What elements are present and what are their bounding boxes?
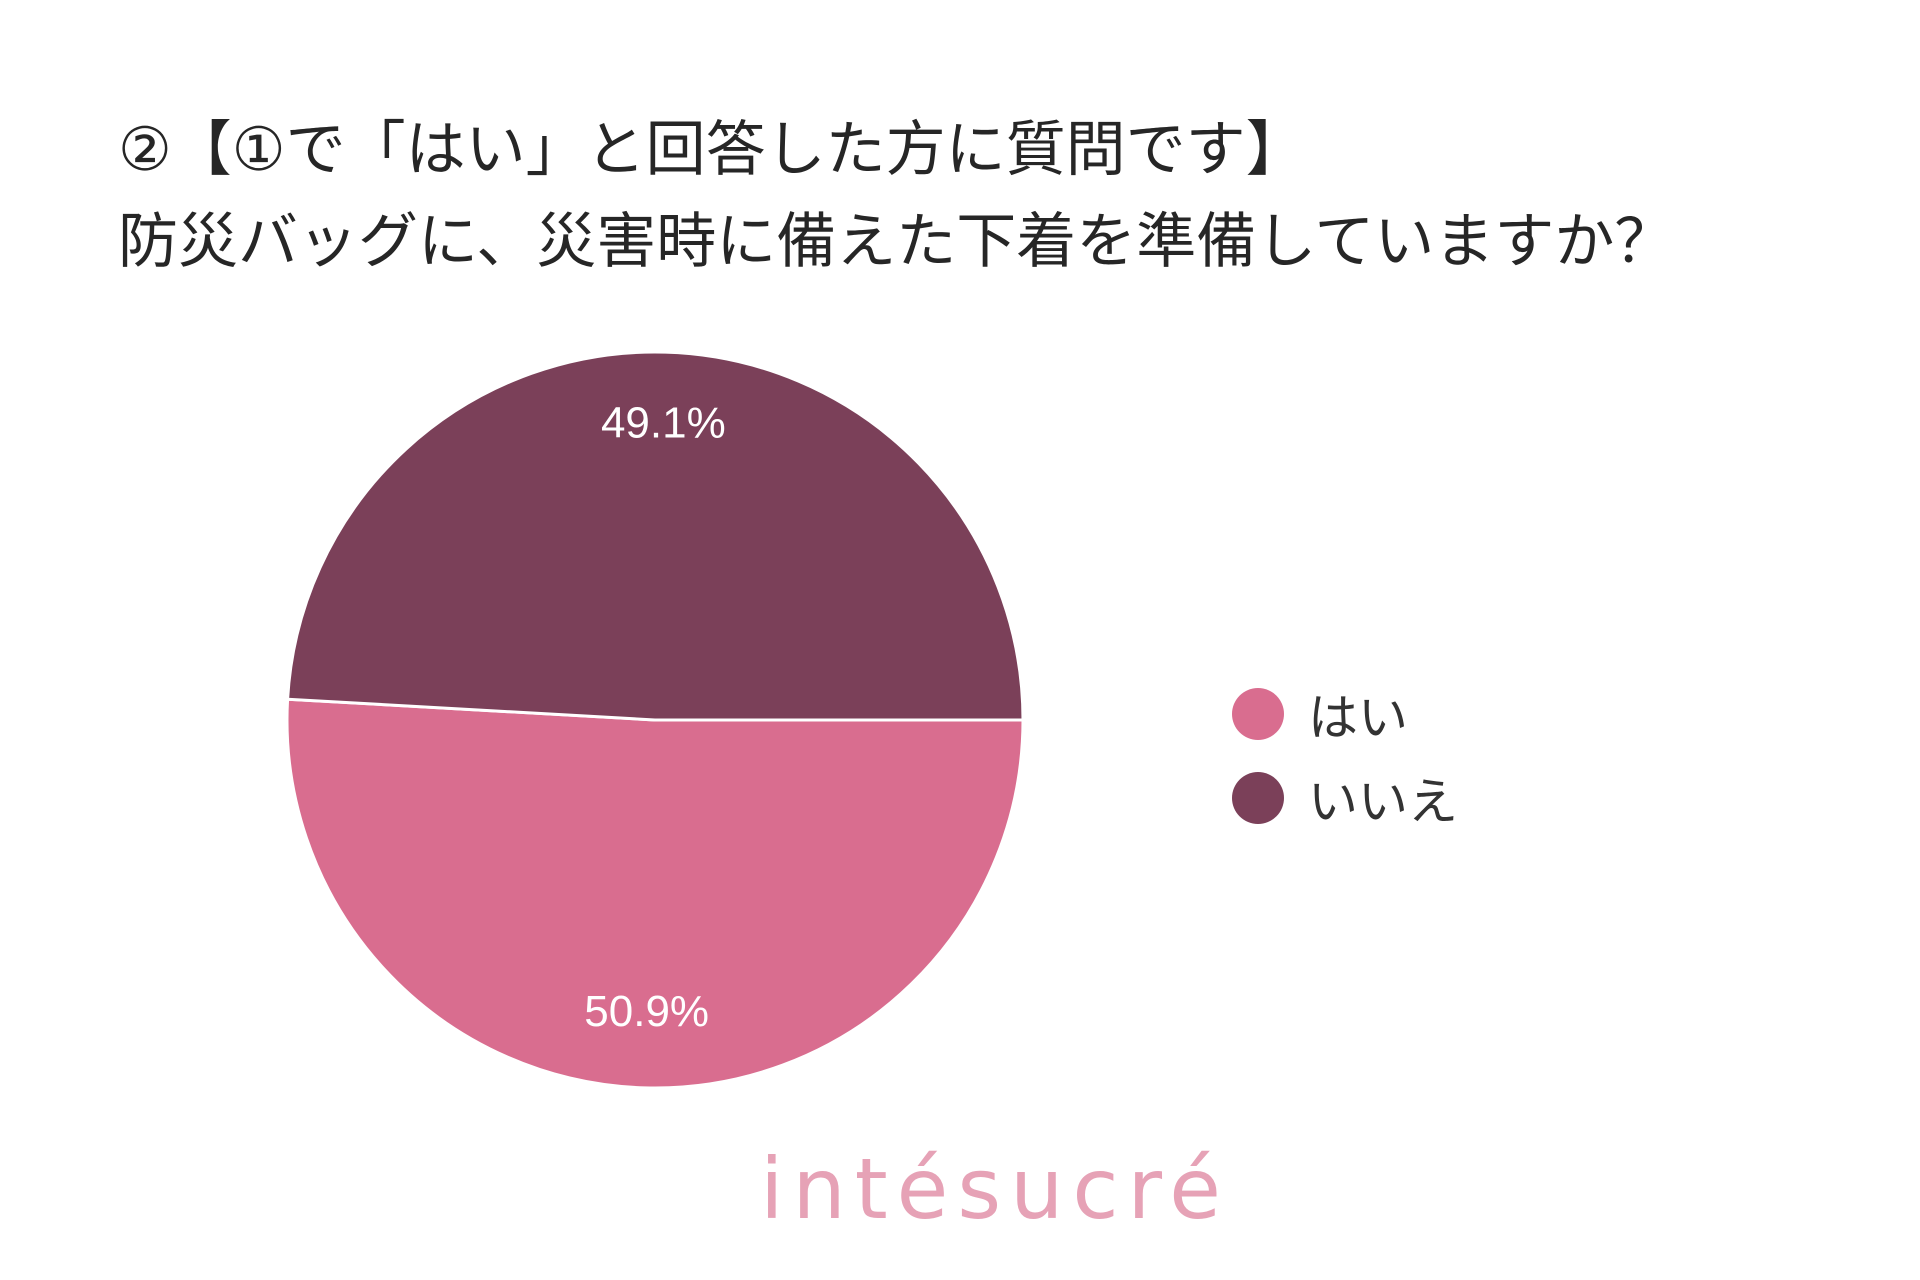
pie-slice-no [286,350,1025,722]
chart-title-line-1: ②【①で「はい」と回答した方に質問です】 [118,115,1306,185]
legend-label-no: いいえ [1308,773,1458,831]
legend-swatch-yes [1232,688,1284,740]
slice-label-yes: 50.9% [584,987,709,1036]
legend: はい いいえ [1232,672,1458,840]
brand-logo: intésucré [760,1140,1230,1238]
legend-swatch-no [1232,772,1284,824]
chart-title: ②【①で「はい」と回答した方に質問です】 防災バッグに、災害時に備えた下着を準備… [118,104,1838,288]
legend-item-no: いいえ [1232,756,1458,840]
slice-label-no: 49.1% [601,398,726,447]
legend-label-yes: はい [1308,689,1408,747]
pie-slice-yes [285,697,1025,1090]
legend-item-yes: はい [1232,672,1458,756]
chart-title-line-2: 防災バッグに、災害時に備えた下着を準備していますか？ [118,207,1675,277]
